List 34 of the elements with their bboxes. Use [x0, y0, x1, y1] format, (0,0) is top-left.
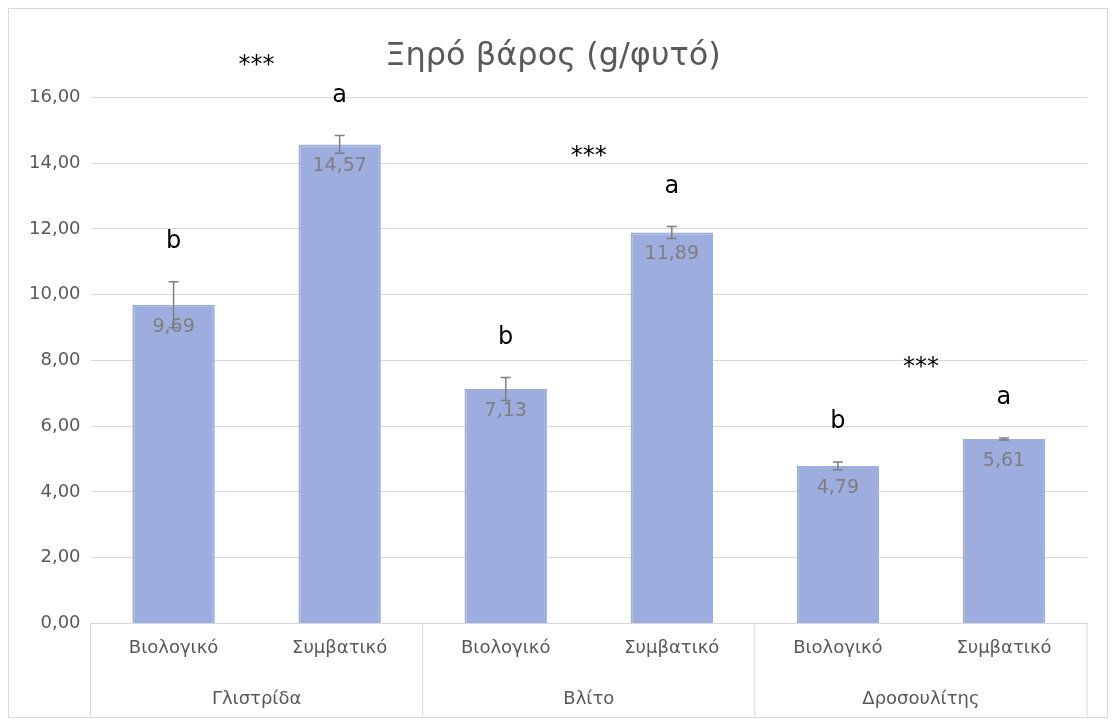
text: Γλιστρίδα: [211, 686, 302, 708]
x-tick-label: Βιολογικό: [460, 635, 551, 657]
annotation: b: [165, 226, 182, 255]
y-tick-label: 10,00: [29, 282, 81, 304]
x-tick-label: Βιολογικό: [793, 635, 883, 657]
x-tick-label: Συμβατικό: [624, 635, 720, 657]
y-tick-label: 14,00: [29, 150, 81, 172]
chart-title: Ξηρό βάρος (g/φυτό): [385, 34, 721, 73]
data-label: 14,57: [312, 153, 367, 176]
y-tick-label: 16,00: [29, 85, 81, 107]
annotation: b: [498, 321, 514, 350]
x-tick-label: Συμβατικό: [956, 635, 1052, 657]
annotation: ***: [570, 140, 607, 169]
text: ***: [238, 49, 275, 78]
text: Βλίτο: [563, 686, 615, 708]
x-tick-label: Βιολογικό: [128, 635, 219, 657]
data-label: 11,89: [644, 241, 700, 264]
annotation: a: [996, 382, 1012, 411]
data-label: 9,69: [152, 313, 195, 336]
data-label: 5,61: [982, 447, 1026, 470]
y-tick-label: 2,00: [40, 545, 81, 567]
annotation: a: [664, 170, 680, 199]
data-label: 7,13: [484, 397, 527, 420]
data-label: 4,79: [816, 474, 860, 497]
annotation: b: [830, 406, 846, 435]
text: Δροσουλίτης: [862, 686, 980, 708]
y-tick-label: 8,00: [40, 348, 81, 370]
annotation: a: [332, 79, 348, 108]
y-tick-label: 0,00: [40, 611, 81, 633]
y-tick-label: 6,00: [40, 413, 81, 435]
y-tick-label: 4,00: [40, 479, 81, 501]
y-tick-label: 12,00: [29, 216, 81, 238]
x-tick-label: Συμβατικό: [292, 635, 388, 657]
annotation: ***: [902, 352, 939, 381]
